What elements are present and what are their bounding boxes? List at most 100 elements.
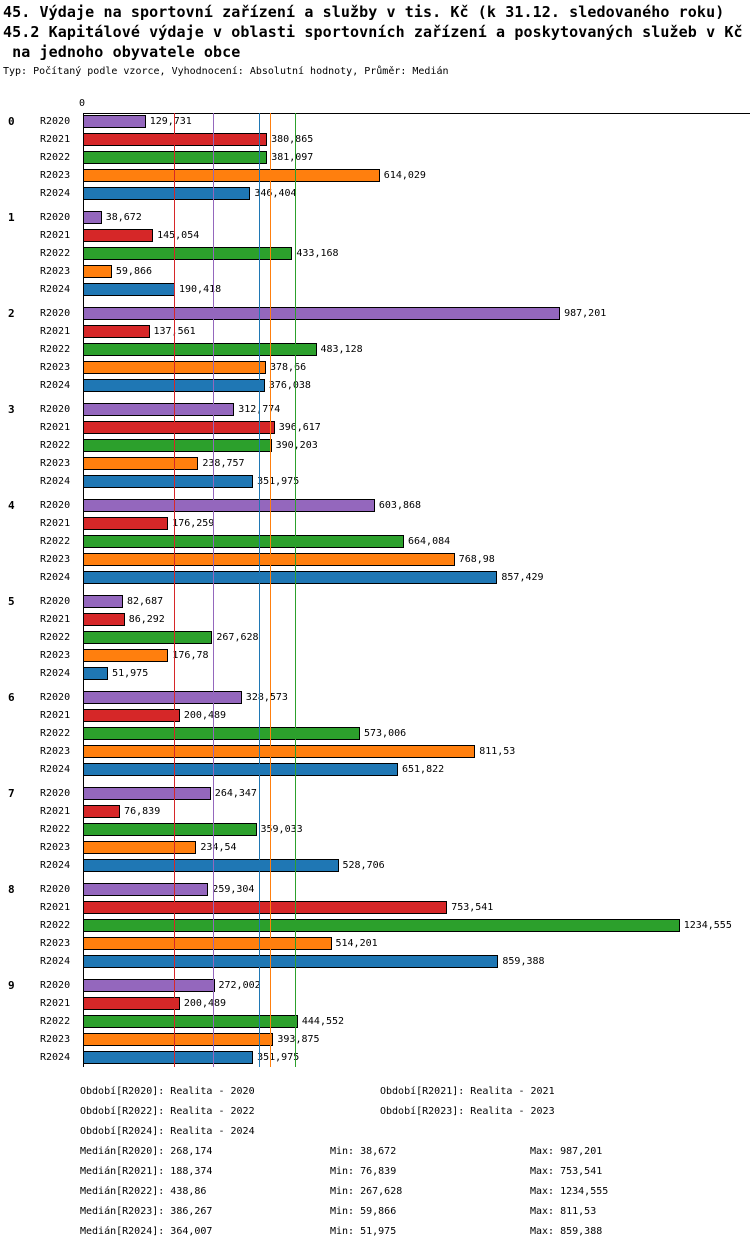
series-label: R2024	[40, 764, 71, 775]
bar-group-1: 1 R2020 38,672 R2021 145,054 R2022 433,168 R202…	[0, 209, 750, 299]
bar-r2020-group-6	[83, 691, 242, 704]
bar-r2021-group-1	[83, 229, 154, 242]
bar-r2022-group-4	[83, 535, 404, 548]
series-label: R2023	[40, 362, 71, 373]
bar-value-label: 200,489	[183, 998, 227, 1009]
bar-r2021-group-5	[83, 613, 125, 626]
bar-row: R2020 38,672	[0, 209, 750, 227]
bar-row: R2024 859,388	[0, 953, 750, 971]
legend-min-r2024: Min: 51,975	[330, 1226, 397, 1237]
bar-r2024-group-5	[83, 667, 109, 680]
bar-row: R2021 753,541	[0, 899, 750, 917]
bar-r2021-group-0	[83, 133, 268, 146]
group-label: 7	[8, 787, 15, 800]
bar-value-label: 768,98	[458, 554, 495, 565]
bar-r2023-group-7	[83, 841, 197, 854]
bar-r2023-group-0	[83, 169, 380, 182]
bar-r2024-group-7	[83, 859, 339, 872]
series-label: R2023	[40, 1034, 71, 1045]
bar-group-9: 9 R2020 272,002 R2021 200,489 R2022 444,552 R20…	[0, 977, 750, 1067]
chart-subtitle: 45.2 Kapitálové výdaje v oblasti sportov…	[3, 23, 743, 41]
bar-row: R2024 51,975	[0, 665, 750, 683]
bar-row: R2022 433,168	[0, 245, 750, 263]
series-label: R2021	[40, 518, 71, 529]
bar-r2024-group-1	[83, 283, 175, 296]
bar-r2024-group-6	[83, 763, 398, 776]
bar-r2024-group-9	[83, 1051, 254, 1064]
bar-r2024-group-4	[83, 571, 498, 584]
bar-group-7: 7 R2020 264,347 R2021 76,839 R2022 359,033 R202…	[0, 785, 750, 875]
bar-r2020-group-3	[83, 403, 235, 416]
bar-row: R2022 1234,555	[0, 917, 750, 935]
bar-row: R2020 603,868	[0, 497, 750, 515]
bar-row: R2024 651,822	[0, 761, 750, 779]
bar-value-label: 51,975	[112, 668, 149, 679]
series-label: R2024	[40, 188, 71, 199]
bar-value-label: 376,038	[268, 380, 311, 391]
series-label: R2022	[40, 824, 71, 835]
bar-value-label: 82,687	[127, 596, 164, 607]
bar-r2020-group-1	[83, 211, 102, 224]
series-label: R2020	[40, 308, 71, 319]
series-label: R2023	[40, 266, 71, 277]
bar-r2022-group-1	[83, 247, 293, 260]
bar-r2021-group-3	[83, 421, 275, 434]
bar-r2020-group-7	[83, 787, 211, 800]
bar-value-label: 267,628	[216, 632, 259, 643]
bar-row: R2020 259,304	[0, 881, 750, 899]
series-label: R2024	[40, 956, 71, 967]
legend-min-r2020: Min: 38,672	[330, 1146, 397, 1157]
bar-row: R2020312,774	[0, 401, 750, 419]
legend-stats-row: Medián[R2023]: 386,267 Min: 59,866 Max: …	[0, 1206, 750, 1226]
bar-value-label: 573,006	[364, 728, 407, 739]
bar-row: R2022 359,033	[0, 821, 750, 839]
group-label: 3	[8, 403, 15, 416]
bar-row: R2022 444,552	[0, 1013, 750, 1031]
legend-row: Období[R2024]: Realita - 2024	[0, 1126, 750, 1146]
bar-value-label: 396,617	[278, 422, 321, 433]
series-label: R2022	[40, 536, 71, 547]
legend-stats-row: Medián[R2021]: 188,374 Min: 76,839 Max: …	[0, 1166, 750, 1186]
bar-group-0: 0 R2020 129,731 R2021 380,865 R2022 381,097 R20…	[0, 113, 750, 203]
bar-value-label: 380,865	[271, 134, 314, 145]
legend-period-r2023: Období[R2023]: Realita - 2023	[380, 1106, 555, 1117]
bar-value-label: 381,097	[271, 152, 314, 163]
series-label: R2023	[40, 842, 71, 853]
bar-value-label: 264,347	[214, 788, 257, 799]
series-label: R2020	[40, 788, 71, 799]
bar-r2021-group-6	[83, 709, 180, 722]
axis-zero-tick-label: 0	[79, 98, 86, 109]
bar-group-3: 3R2020312,774R2021396,617R2022390,203R20…	[0, 401, 750, 491]
bar-value-label: 86,292	[128, 614, 165, 625]
bar-r2022-group-7	[83, 823, 257, 836]
legend-stats-row: Medián[R2020]: 268,174 Min: 38,672 Max: …	[0, 1146, 750, 1166]
bar-value-label: 664,084	[408, 536, 451, 547]
bar-row: R2022 573,006	[0, 725, 750, 743]
median-line-r2022	[295, 113, 297, 1067]
bar-r2022-group-0	[83, 151, 268, 164]
bar-r2024-group-0	[83, 187, 251, 200]
bar-value-label: 76,839	[124, 806, 161, 817]
y-axis-line	[83, 113, 84, 1067]
bar-row: R2024 528,706	[0, 857, 750, 875]
bar-row: R2023 378,66	[0, 359, 750, 377]
series-label: R2021	[40, 998, 71, 1009]
bar-r2023-group-3	[83, 457, 199, 470]
legend-max-r2022: Max: 1234,555	[530, 1186, 609, 1197]
bar-r2020-group-0	[83, 115, 146, 128]
bar-value-label: 483,128	[320, 344, 363, 355]
series-label: R2020	[40, 980, 71, 991]
bar-row: R2023 768,98	[0, 551, 750, 569]
group-label: 9	[8, 979, 15, 992]
series-label: R2023	[40, 650, 71, 661]
bar-value-label: 857,429	[501, 572, 544, 583]
bar-row: R2020 264,347	[0, 785, 750, 803]
bar-r2024-group-2	[83, 379, 265, 392]
series-label: R2021	[40, 902, 71, 913]
bar-value-label: 200,489	[183, 710, 227, 721]
series-label: R2022	[40, 344, 71, 355]
bar-value-label: 433,168	[296, 248, 339, 259]
bar-value-label: 351,975	[257, 476, 300, 487]
bar-row: R2020 328,573	[0, 689, 750, 707]
median-line-r2023	[269, 113, 271, 1067]
